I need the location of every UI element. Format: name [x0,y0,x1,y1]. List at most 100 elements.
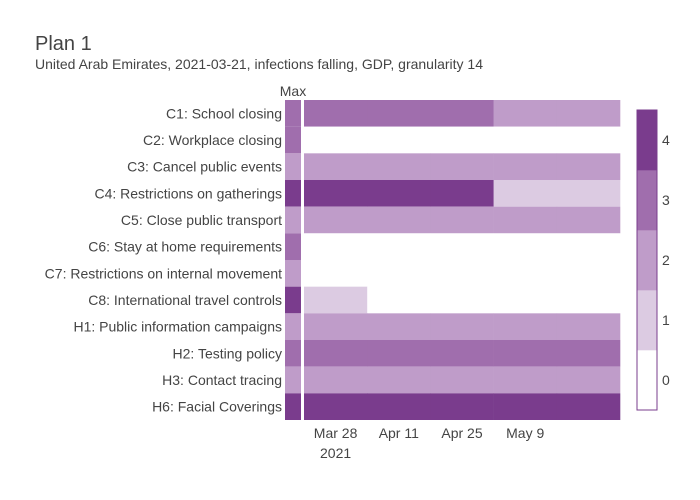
heatmap-cell [493,393,558,420]
colorbar-tick-label: 4 [662,132,670,148]
x-tick-label: May 9 [506,425,544,441]
colorbar-segment [637,230,657,291]
heatmap-cell [304,393,368,420]
chart-subtitle: United Arab Emirates, 2021-03-21, infect… [35,56,483,72]
max-cell [285,126,301,154]
heatmap-cell [367,153,431,180]
max-cell [285,340,301,367]
heatmap-cell [304,206,368,234]
row-label: C7: Restrictions on internal movement [45,265,282,281]
max-cell [285,100,301,127]
heatmap-cell [430,366,494,394]
colorbar-tick-label: 2 [662,252,670,268]
heatmap-cell [304,313,368,340]
row-label: H1: Public information campaigns [73,319,282,335]
heatmap-cell [556,100,621,127]
max-column-label: Max [280,83,306,99]
row-label: C3: Cancel public events [127,159,282,175]
heatmap-cell [556,393,621,420]
row-label: C1: School closing [166,105,282,121]
x-tick-label: Apr 11 [379,425,419,441]
colorbar-tick-label: 3 [662,192,670,208]
heatmap-cell [304,233,368,260]
heatmap-cell [493,126,558,154]
heatmap-cell [556,126,621,154]
heatmap-cell [493,340,558,367]
heatmap-cell [367,286,431,314]
heatmap-cell [367,180,431,207]
x-tick-label: Mar 28 [314,425,358,441]
heatmap-cell [430,180,494,207]
colorbar-tick-label: 0 [662,372,670,388]
heatmap-cell [430,393,494,420]
heatmap-cell [304,286,368,314]
heatmap-cell [493,313,558,340]
max-column [285,100,301,420]
heatmap-cell [367,206,431,234]
heatmap-cell [430,260,494,287]
colorbar-segment [637,170,657,231]
heatmap-cell [493,206,558,234]
heatmap-cell [430,340,494,367]
heatmap-cell [430,313,494,340]
row-labels: C1: School closing C2: Workplace closing C… [45,105,282,414]
row-label: H3: Contact tracing [162,372,282,388]
heatmap-cell [367,393,431,420]
heatmap-cells [304,100,621,420]
heatmap-cell [304,100,368,127]
heatmap-cell [367,100,431,127]
heatmap-cell [493,366,558,394]
max-cell [285,260,301,287]
heatmap-cell [430,153,494,180]
heatmap-cell [556,260,621,287]
colorbar-border [636,109,658,411]
heatmap-cell [493,100,558,127]
heatmap-cell [493,286,558,314]
heatmap-cell [493,233,558,260]
max-cell [285,153,301,180]
heatmap-cell [304,260,368,287]
chart-title: Plan 1 [35,33,92,55]
heatmap-cell [367,126,431,154]
colorbar-tick-label: 1 [662,312,670,328]
row-label: C8: International travel controls [88,292,282,308]
heatmap-cell [493,180,558,207]
heatmap-cell [304,366,368,394]
row-label: H2: Testing policy [173,345,282,361]
row-label: C5: Close public transport [121,212,282,228]
heatmap-cell [367,340,431,367]
heatmap-cell [367,260,431,287]
heatmap-cell [304,180,368,207]
max-cell [285,366,301,394]
heatmap-cell [556,286,621,314]
heatmap-cell [556,153,621,180]
heatmap-cell [430,206,494,234]
row-label: H6: Facial Coverings [152,399,282,415]
max-cell [285,233,301,260]
colorbar-segment [637,110,657,171]
heatmap-cell [367,313,431,340]
heatmap-cell [304,340,368,367]
x-tick-label: Apr 25 [441,425,482,441]
heatmap-cell [367,366,431,394]
heatmap-cell [430,233,494,260]
heatmap-cell [430,286,494,314]
heatmap-cell [304,126,368,154]
heatmap-cell [556,206,621,234]
x-tick-sublabel: 2021 [320,445,351,461]
row-label: C2: Workplace closing [143,132,282,148]
heatmap-cell [493,153,558,180]
colorbar-segment [637,350,657,411]
max-cell [285,180,301,207]
heatmap-cell [556,340,621,367]
heatmap-cell [556,313,621,340]
heatmap-cell [556,366,621,394]
row-label: C6: Stay at home requirements [88,239,282,255]
heatmap-cell [430,100,494,127]
heatmap-cell [367,233,431,260]
heatmap-cell [556,233,621,260]
max-cell [285,313,301,340]
heatmap-cell [493,260,558,287]
colorbar-segment [637,290,657,351]
